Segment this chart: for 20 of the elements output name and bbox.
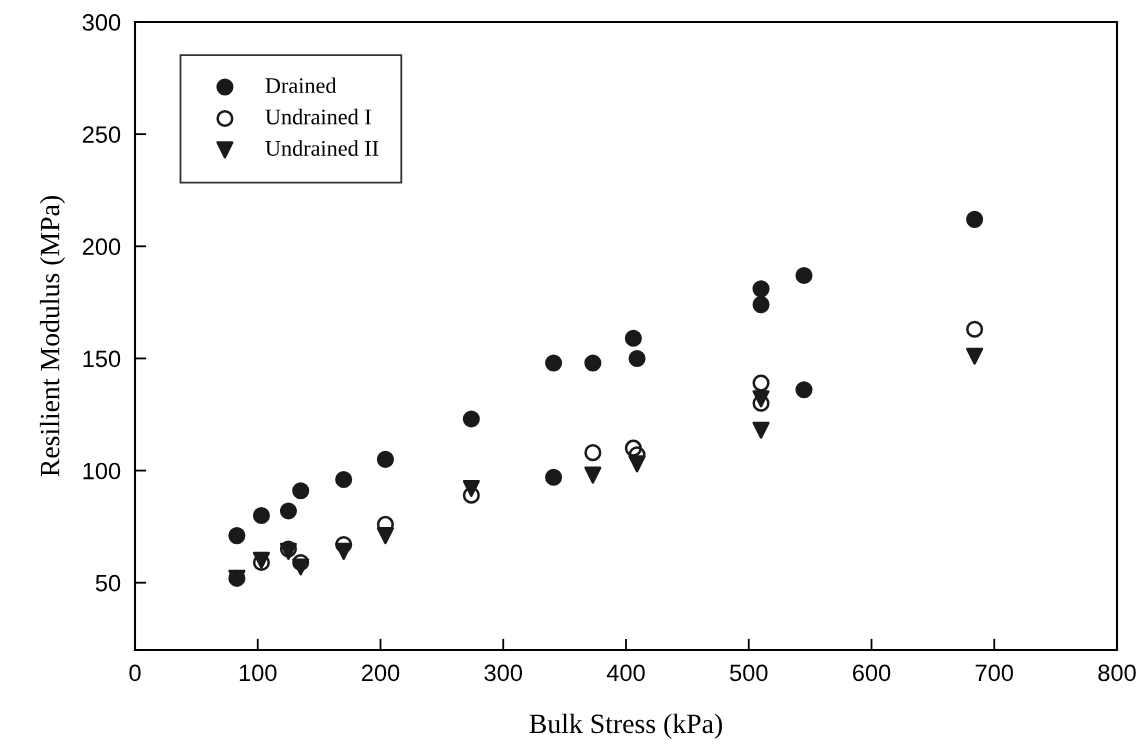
- x-tick-label: 0: [129, 664, 141, 682]
- x-tick-label: 400: [606, 664, 645, 682]
- x-axis-title: Bulk Stress (kPa): [529, 713, 722, 739]
- x-tick-label: 100: [239, 664, 277, 682]
- legend-label: Undrained I: [265, 108, 371, 125]
- y-tick-label: 150: [83, 350, 121, 368]
- y-axis-title: Resilient Modulus (MPa): [39, 196, 66, 477]
- x-tick-label: 600: [853, 664, 891, 682]
- y-tick-label: 100: [83, 462, 121, 480]
- x-tick-label: 300: [484, 664, 523, 682]
- y-tick-label: 250: [82, 126, 121, 143]
- y-tick-label: 300: [82, 14, 121, 31]
- x-tick-label: 500: [730, 664, 768, 682]
- x-tick-label: 200: [361, 664, 400, 682]
- legend-label: Drained: [265, 77, 337, 94]
- legend-label: Undrained II: [265, 140, 379, 156]
- x-tick-label: 800: [1098, 664, 1136, 682]
- y-tick-label: 200: [82, 238, 121, 256]
- y-tick-label: 50: [95, 574, 121, 592]
- x-tick-label: 700: [975, 664, 1014, 682]
